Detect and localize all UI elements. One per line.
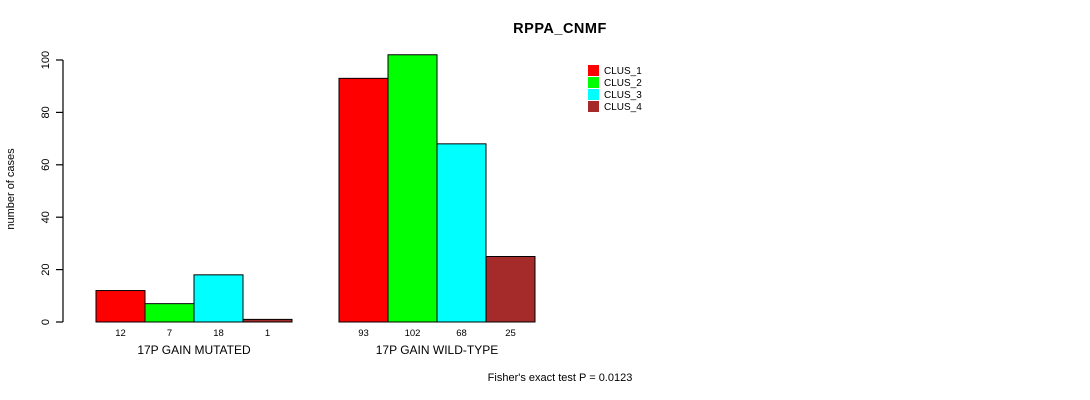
bar-value-label: 18 bbox=[213, 328, 224, 339]
y-tick-label: 0 bbox=[40, 319, 52, 325]
bar-clus_1-0 bbox=[95, 290, 146, 323]
bar-clus_4-1 bbox=[485, 256, 536, 323]
bar-clus_2-1 bbox=[387, 54, 438, 323]
bar-clus_3-1 bbox=[436, 143, 487, 323]
category-label: 17P GAIN MUTATED bbox=[137, 343, 251, 357]
y-tick-label: 80 bbox=[40, 106, 52, 118]
bar-value-label: 68 bbox=[456, 328, 467, 339]
legend-swatch-clus_1 bbox=[588, 65, 599, 76]
bar-value-label: 25 bbox=[505, 328, 516, 339]
y-tick-label: 60 bbox=[40, 159, 52, 171]
legend-swatch-clus_4 bbox=[588, 101, 599, 112]
bar-clus_3-0 bbox=[193, 274, 244, 323]
bar-value-label: 102 bbox=[405, 328, 421, 339]
bar-value-label: 7 bbox=[167, 328, 172, 339]
legend-label: CLUS_2 bbox=[604, 78, 642, 89]
stat-annotation: Fisher's exact test P = 0.0123 bbox=[487, 372, 633, 384]
bar-clus_2-0 bbox=[144, 303, 195, 323]
legend-swatch-clus_2 bbox=[588, 77, 599, 88]
bar-value-label: 93 bbox=[358, 328, 369, 339]
bar-clus_1-1 bbox=[338, 77, 389, 323]
legend-label: CLUS_4 bbox=[604, 102, 642, 113]
y-tick-label: 20 bbox=[40, 263, 52, 275]
chart-title: RPPA_CNMF bbox=[513, 21, 607, 37]
bar-clus_4-0 bbox=[242, 318, 293, 323]
legend-label: CLUS_1 bbox=[604, 66, 642, 77]
legend-label: CLUS_3 bbox=[604, 90, 642, 101]
legend-swatch-clus_3 bbox=[588, 89, 599, 100]
y-tick-label: 40 bbox=[40, 211, 52, 223]
bar-value-label: 1 bbox=[265, 328, 270, 339]
category-label: 17P GAIN WILD-TYPE bbox=[376, 343, 498, 357]
y-tick-label: 100 bbox=[40, 51, 52, 69]
bar-value-label: 12 bbox=[115, 328, 126, 339]
